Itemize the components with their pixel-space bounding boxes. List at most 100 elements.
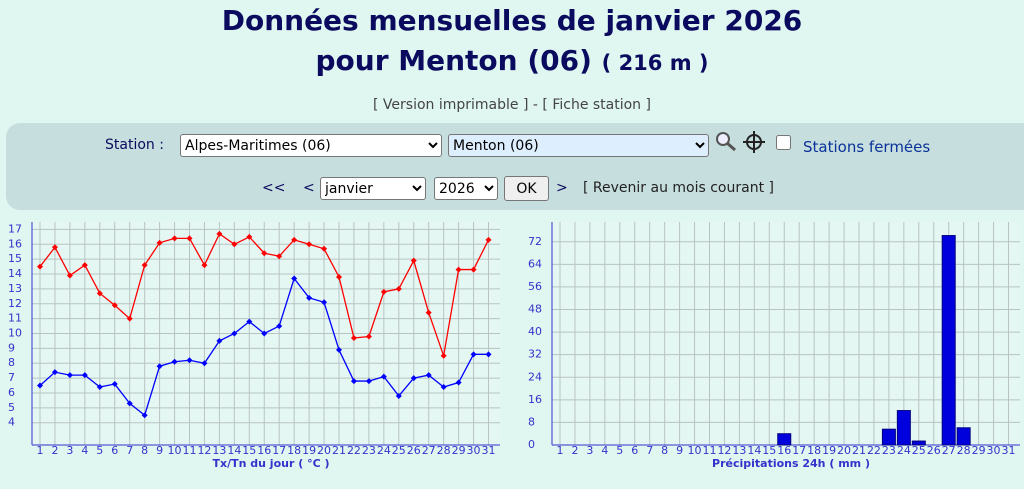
x-tick-label: 26 [407, 444, 421, 457]
point [261, 330, 268, 337]
point [171, 235, 178, 242]
x-tick-label: 29 [972, 444, 986, 457]
point [81, 372, 88, 379]
y-tick-label: 32 [528, 348, 542, 361]
point [306, 294, 313, 301]
station-select[interactable]: Menton (06) [448, 134, 709, 157]
y-tick-label: 11 [8, 312, 22, 325]
point [96, 290, 103, 297]
point [156, 363, 163, 370]
point [336, 346, 342, 353]
point [276, 323, 283, 330]
closed-label[interactable]: Stations fermées [803, 138, 931, 156]
point [470, 351, 477, 358]
x-tick-label: 15 [762, 444, 776, 457]
point [455, 379, 462, 386]
y-tick-label: 6 [8, 386, 15, 399]
x-tick-label: 21 [332, 444, 346, 457]
next-link[interactable]: > [556, 180, 568, 196]
point [350, 334, 357, 341]
x-tick-label: 31 [1002, 444, 1016, 457]
point [126, 400, 133, 407]
first-link[interactable]: << [262, 180, 286, 196]
bar [777, 433, 792, 446]
x-tick-label: 10 [168, 444, 182, 457]
point [66, 272, 73, 279]
point [395, 285, 402, 292]
point [291, 236, 298, 243]
y-tick-label: 5 [8, 401, 15, 414]
x-tick-label: 11 [703, 444, 717, 457]
y-tick-label: 64 [528, 257, 542, 270]
point [410, 375, 417, 382]
x-tick-label: 13 [212, 444, 226, 457]
point [485, 351, 492, 358]
links: [ Version imprimable ] - [ Fiche station… [0, 97, 1024, 113]
point [81, 262, 88, 269]
station-link[interactable]: [ Fiche station ] [542, 97, 651, 113]
x-tick-label: 30 [987, 444, 1001, 457]
page-title: Données mensuelles de janvier 2026 [221, 4, 803, 37]
x-tick-label: 1 [37, 444, 44, 457]
x-tick-label: 20 [317, 444, 331, 457]
prev-link[interactable]: < [303, 180, 315, 196]
y-tick-label: 14 [8, 267, 22, 280]
print-link[interactable]: [ Version imprimable ] [373, 97, 529, 113]
point [365, 333, 372, 340]
point [410, 257, 417, 264]
point [126, 315, 133, 322]
point [276, 253, 283, 260]
x-tick-label: 11 [183, 444, 197, 457]
point [350, 378, 357, 385]
y-tick-label: 16 [528, 393, 542, 406]
x-tick-label: 5 [616, 444, 623, 457]
point [395, 392, 402, 399]
point [291, 275, 298, 282]
x-tick-label: 23 [362, 444, 376, 457]
closed-checkbox[interactable] [776, 135, 791, 150]
x-tick-label: 24 [377, 444, 391, 457]
point [186, 235, 193, 242]
point [51, 244, 58, 251]
x-tick-label: 4 [601, 444, 608, 457]
point [141, 262, 148, 269]
y-tick-label: 8 [8, 356, 15, 369]
bar [911, 440, 926, 446]
ok-button[interactable]: OK [504, 176, 549, 201]
x-tick-label: 17 [272, 444, 286, 457]
point [156, 239, 163, 246]
y-tick-label: 10 [8, 327, 22, 340]
x-tick-label: 3 [586, 444, 593, 457]
point [201, 360, 208, 367]
point [37, 263, 43, 270]
x-tick-label: 20 [837, 444, 851, 457]
x-tick-label: 8 [141, 444, 148, 457]
x-tick-label: 13 [732, 444, 746, 457]
separator: - [532, 97, 538, 113]
y-tick-label: 13 [8, 282, 22, 295]
department-select[interactable]: Alpes-Maritimes (06) [180, 134, 442, 157]
current-link[interactable]: [ Revenir au mois courant ] [583, 180, 774, 196]
point [141, 412, 148, 419]
point [306, 241, 313, 248]
x-tick-label: 4 [81, 444, 88, 457]
year-select[interactable]: 2026 [434, 177, 498, 200]
y-tick-label: 16 [8, 237, 22, 250]
x-tick-label: 8 [661, 444, 668, 457]
point [455, 266, 462, 273]
y-tick-label: 12 [8, 297, 22, 310]
point [216, 337, 223, 344]
point [171, 358, 178, 365]
x-tick-label: 19 [822, 444, 836, 457]
x-tick-label: 12 [717, 444, 731, 457]
point [186, 357, 193, 364]
month-select[interactable]: janvier [320, 177, 426, 200]
y-tick-label: 72 [528, 235, 542, 248]
icons[interactable] [714, 130, 776, 156]
point [321, 245, 328, 252]
x-tick-label: 26 [927, 444, 941, 457]
point [96, 384, 103, 391]
bar [881, 428, 896, 446]
bar [941, 235, 956, 446]
x-tick-label: 7 [646, 444, 653, 457]
